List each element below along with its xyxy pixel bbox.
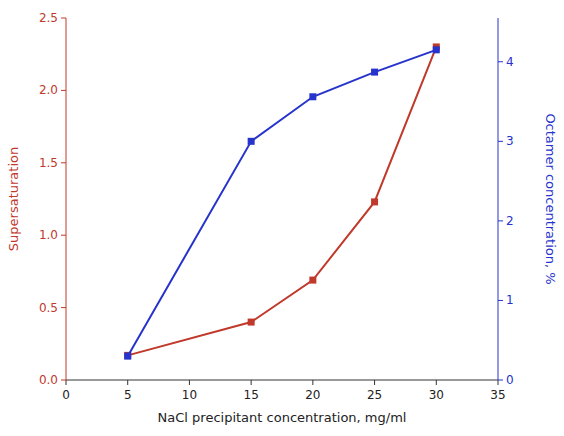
series-marker <box>124 353 131 360</box>
series-marker <box>309 93 316 100</box>
x-tick-label: 10 <box>182 388 197 402</box>
y2-tick <box>498 380 503 381</box>
y2-axis-label: Octamer concentration, % <box>543 113 558 284</box>
x-axis-label: NaCl precipitant concentration, mg/ml <box>158 410 407 425</box>
y2-tick-label: 2 <box>506 214 514 228</box>
x-axis-line <box>66 380 498 381</box>
y2-axis-line <box>498 18 499 380</box>
series-marker <box>248 138 255 145</box>
x-tick-label: 15 <box>244 388 259 402</box>
series-marker <box>371 69 378 76</box>
x-tick <box>127 380 128 385</box>
series-line <box>128 50 437 356</box>
x-tick <box>374 380 375 385</box>
x-tick <box>312 380 313 385</box>
y-tick <box>61 235 66 236</box>
y2-tick <box>498 220 503 221</box>
y-tick <box>61 307 66 308</box>
y2-tick-label: 4 <box>506 55 514 69</box>
y-tick-label: 0.0 <box>39 373 58 387</box>
y-tick-label: 2.0 <box>39 83 58 97</box>
y-tick <box>61 380 66 381</box>
x-tick-label: 30 <box>429 388 444 402</box>
y-axis-line <box>66 18 67 380</box>
y-tick <box>61 90 66 91</box>
y2-tick-label: 3 <box>506 134 514 148</box>
x-tick <box>189 380 190 385</box>
y2-tick <box>498 141 503 142</box>
y-tick <box>61 162 66 163</box>
series-line <box>128 47 437 355</box>
x-tick-label: 25 <box>367 388 382 402</box>
y-tick <box>61 18 66 19</box>
x-tick-label: 35 <box>490 388 505 402</box>
y2-tick-label: 0 <box>506 373 514 387</box>
series-marker <box>248 319 255 326</box>
y-axis-label: Supersaturation <box>6 147 21 251</box>
x-tick <box>436 380 437 385</box>
y-tick-label: 1.5 <box>39 156 58 170</box>
y2-tick <box>498 300 503 301</box>
y-tick-label: 0.5 <box>39 301 58 315</box>
x-tick <box>66 380 67 385</box>
series-marker <box>124 352 131 359</box>
y2-tick <box>498 61 503 62</box>
x-tick-label: 20 <box>305 388 320 402</box>
series-marker <box>433 46 440 53</box>
y-tick-label: 2.5 <box>39 11 58 25</box>
x-tick <box>251 380 252 385</box>
x-tick-label: 0 <box>62 388 70 402</box>
series-marker <box>309 277 316 284</box>
y-tick-label: 1.0 <box>39 228 58 242</box>
plot-area <box>124 43 440 359</box>
x-tick <box>498 380 499 385</box>
y2-tick-label: 1 <box>506 293 514 307</box>
chart: 0 5 10 15 20 25 30 35 0.0 0.5 1.0 1.5 2.0 2.5 0 1 2 3 4 NaC… <box>0 0 564 436</box>
x-tick-label: 5 <box>124 388 132 402</box>
series-marker <box>371 198 378 205</box>
